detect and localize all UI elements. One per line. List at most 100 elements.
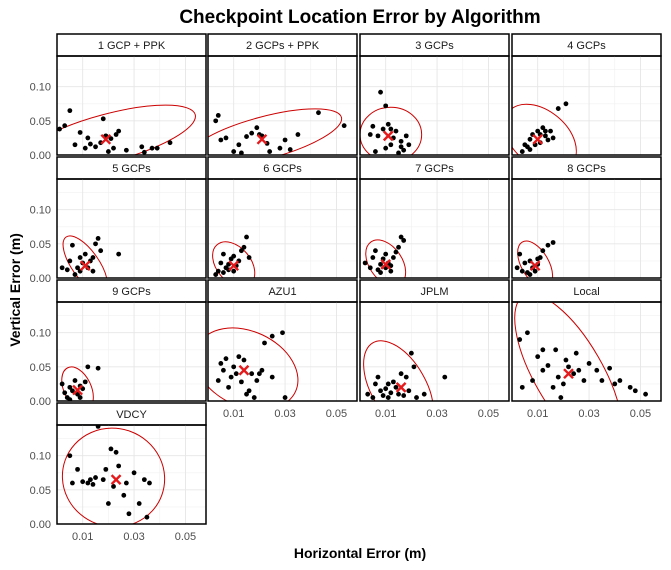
y-tick-label: 0.05 (30, 239, 51, 251)
data-point (401, 393, 407, 398)
mean-marker (238, 364, 250, 376)
data-point (67, 453, 73, 459)
data-point (57, 126, 62, 132)
data-point (617, 378, 623, 383)
data-point (231, 149, 237, 154)
plot-area (208, 302, 357, 401)
data-point (136, 501, 142, 506)
data-point (100, 116, 106, 122)
data-point (373, 149, 378, 154)
data-point (385, 381, 391, 387)
panel-border (511, 55, 662, 156)
panel-border (511, 178, 662, 279)
data-point (246, 255, 252, 260)
y-tick-label: 0.05 (30, 362, 51, 374)
data-point (82, 379, 88, 385)
data-point (269, 333, 275, 339)
data-point (221, 270, 226, 275)
mean-marker (228, 260, 240, 272)
data-point (385, 121, 391, 127)
facet-label: 9 GCPs (112, 286, 151, 298)
plot-area (57, 179, 206, 278)
data-point (113, 132, 119, 137)
panel-9-gcps: 9 GCPs 0.00 0.05 0.10 (30, 279, 207, 408)
data-point (123, 480, 129, 486)
panel-3-gcps: 3 GCPs (359, 33, 510, 156)
data-point (555, 374, 561, 380)
panel-vdcy: VDCY 0.00 0.05 0.10 0.01 0.03 0.05 (30, 402, 207, 543)
data-point (393, 249, 399, 255)
data-point (67, 108, 73, 114)
data-point (282, 395, 288, 400)
data-point (566, 364, 571, 370)
data-point (167, 140, 173, 146)
data-point (221, 251, 226, 257)
data-point (62, 123, 68, 129)
data-point (378, 261, 383, 267)
data-point (316, 110, 321, 116)
data-point (231, 253, 237, 259)
panel-8-gcps: 8 GCPs (511, 156, 662, 279)
data-point (540, 367, 546, 373)
data-point (414, 395, 419, 400)
data-point (390, 379, 396, 385)
data-point (542, 128, 548, 134)
confidence-ellipse (512, 103, 577, 155)
data-point (59, 265, 65, 271)
data-point (373, 248, 378, 254)
data-point (517, 337, 523, 342)
data-point (213, 272, 219, 277)
data-point (108, 446, 114, 452)
plot-area (360, 56, 509, 155)
facet-label: 3 GCPs (415, 40, 454, 52)
confidence-ellipse (360, 106, 423, 155)
data-point (540, 248, 546, 254)
data-point (103, 466, 109, 472)
data-point (421, 391, 427, 397)
data-point (396, 150, 401, 155)
data-point (378, 89, 383, 95)
data-point (267, 149, 273, 154)
confidence-ellipse (62, 235, 108, 278)
data-point (527, 147, 533, 152)
data-point (254, 125, 260, 131)
x-tick-label: 0.01 (375, 408, 396, 420)
data-point (383, 145, 389, 151)
confidence-ellipse (208, 108, 343, 155)
data-point (532, 268, 538, 274)
data-point (576, 367, 582, 373)
data-point (72, 272, 78, 277)
data-point (627, 384, 633, 390)
data-point (241, 244, 247, 250)
data-point (215, 113, 221, 118)
data-point (116, 463, 122, 469)
panel-1-gcp-ppk: 1 GCP + PPK 0.00 0.05 0.10 (30, 33, 207, 162)
data-point (87, 141, 93, 147)
x-tick-label: 0.05 (478, 408, 499, 420)
data-point (341, 123, 347, 129)
data-point (77, 130, 83, 135)
x-tick-label: 0.03 (123, 531, 144, 543)
data-point (581, 378, 587, 383)
data-point (545, 242, 551, 248)
panel-border (511, 301, 662, 402)
panel-border (56, 178, 207, 279)
data-point (370, 123, 376, 129)
data-point (573, 350, 579, 356)
data-point (95, 365, 101, 371)
x-tick-label: 0.01 (223, 408, 244, 420)
data-point (228, 374, 234, 380)
data-point (85, 135, 91, 141)
mean-marker (532, 133, 544, 145)
data-point (643, 391, 648, 397)
panel-border (56, 55, 207, 156)
x-tick-label: 0.03 (426, 408, 447, 420)
y-tick-label: 0.10 (30, 451, 51, 463)
data-point (612, 381, 618, 387)
data-point (406, 388, 412, 394)
data-point (388, 142, 394, 148)
data-point (80, 479, 86, 485)
data-point (563, 357, 569, 363)
data-point (401, 147, 407, 153)
confidence-ellipse (514, 302, 623, 401)
